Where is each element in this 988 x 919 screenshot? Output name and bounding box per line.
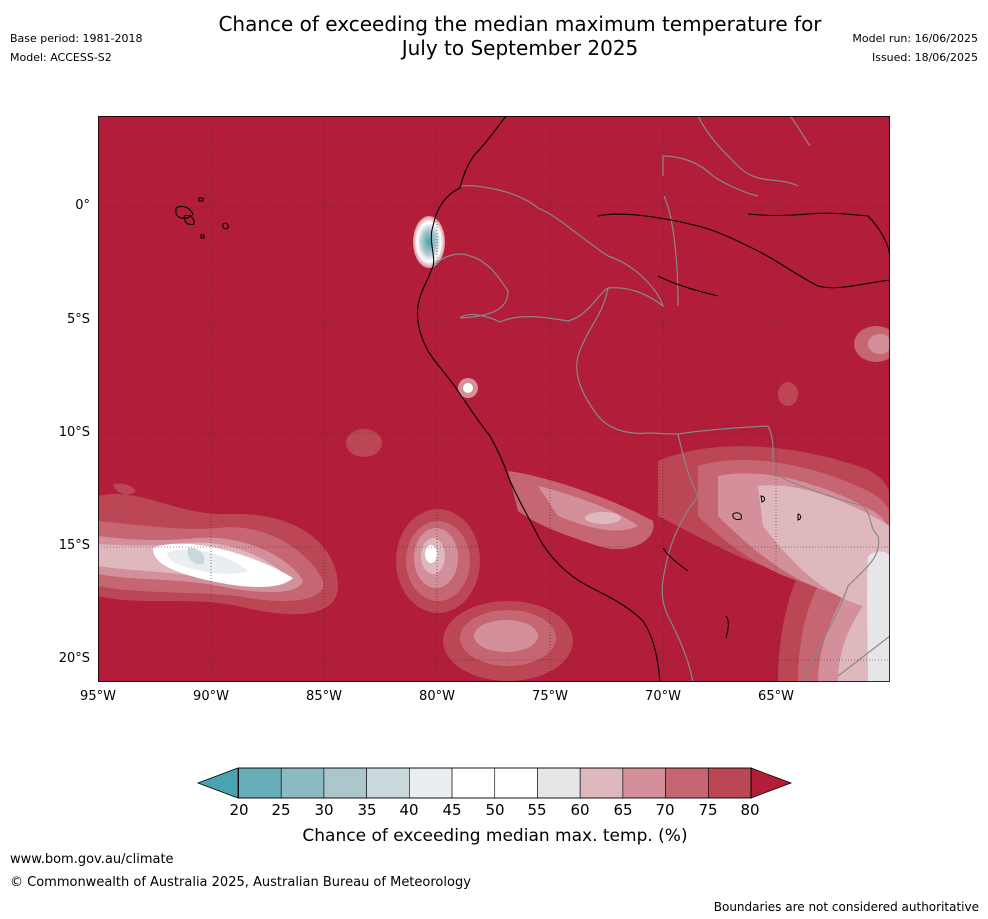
lon-label-75w: 75°W	[532, 689, 568, 704]
lon-label-65w: 65°W	[758, 689, 794, 704]
ocean-anomaly-south-3	[474, 620, 538, 652]
colorbar-segment	[323, 767, 367, 799]
lat-label-0: 0°	[75, 198, 90, 213]
map-gridlines	[98, 116, 890, 682]
base-period-text: Base period: 1981-2018	[10, 32, 143, 45]
land-anomaly-east-5	[867, 551, 890, 682]
ocean-anomaly-mid-5	[425, 545, 437, 563]
lon-label-85w: 85°W	[306, 689, 342, 704]
colorbar-segment	[537, 767, 581, 799]
lon-label-70w: 70°W	[645, 689, 681, 704]
land-anomaly-andes-3	[585, 512, 621, 524]
disclaimer-text: Boundaries are not considered authoritat…	[713, 900, 979, 914]
colorbar-segments	[238, 767, 752, 799]
colorbar-tick-25: 25	[271, 801, 291, 819]
colorbar-tick-75: 75	[698, 801, 718, 819]
colorbar-tick-60: 60	[570, 801, 590, 819]
map-title-line2: July to September 2025	[401, 36, 639, 60]
colorbar-tick-20: 20	[229, 801, 249, 819]
colorbar-label: Chance of exceeding median max. temp. (%…	[302, 826, 688, 846]
lon-label-95w: 95°W	[80, 689, 116, 704]
map-frame	[98, 116, 890, 682]
land-anomaly-east-4	[758, 485, 890, 682]
colorbar-tick-30: 30	[314, 801, 334, 819]
lon-label-90w: 90°W	[193, 689, 229, 704]
colorbar-tick-45: 45	[442, 801, 462, 819]
lat-label-15s: 15°S	[58, 538, 90, 553]
copyright-text: © Commonwealth of Australia 2025, Austra…	[10, 875, 471, 890]
ocean-anomaly-west	[98, 483, 338, 615]
colorbar-tick-70: 70	[655, 801, 675, 819]
colorbar-segment	[622, 767, 666, 799]
lat-label-20s: 20°S	[58, 651, 90, 666]
probability-map	[98, 116, 890, 682]
country-borders	[432, 116, 890, 682]
colorbar-tick-50: 50	[485, 801, 505, 819]
colorbar-tick-40: 40	[399, 801, 419, 819]
colorbar	[196, 767, 793, 799]
issued-text: Issued: 18/06/2025	[871, 51, 978, 64]
colorbar-segment	[494, 767, 538, 799]
colorbar-arrow-left	[196, 767, 239, 799]
islands-and-lakes	[175, 197, 802, 639]
colorbar-arrow-right	[750, 767, 793, 799]
lon-label-80w: 80°W	[419, 689, 455, 704]
colorbar-segment	[451, 767, 496, 799]
map-title: Chance of exceeding the median maximum t…	[150, 12, 890, 60]
model-text: Model: ACCESS-S2	[10, 51, 112, 64]
colorbar-segment	[366, 767, 410, 799]
colorbar-tick-80: 80	[740, 801, 760, 819]
map-title-line1: Chance of exceeding the median maximum t…	[218, 12, 822, 36]
colorbar-segment	[579, 767, 624, 799]
colorbar-segment	[280, 767, 325, 799]
model-run-text: Model run: 16/06/2025	[852, 32, 978, 45]
colorbar-segment	[665, 767, 709, 799]
coastal-anomaly-peru-core	[463, 383, 473, 393]
colorbar-frame	[238, 767, 752, 799]
ocean-anomaly-small-1	[346, 429, 382, 457]
website-link[interactable]: www.bom.gov.au/climate	[10, 852, 174, 867]
land-anomaly-northeast-2	[868, 334, 890, 354]
colorbar-segment	[238, 767, 282, 799]
colorbar-tick-65: 65	[613, 801, 633, 819]
colorbar-segment	[707, 767, 752, 799]
coastline	[416, 116, 890, 682]
colorbar-tick-55: 55	[527, 801, 547, 819]
land-anomaly-small-2	[778, 382, 798, 406]
lat-label-10s: 10°S	[58, 425, 90, 440]
lat-label-5s: 5°S	[66, 312, 90, 327]
colorbar-segment	[409, 767, 453, 799]
colorbar-tick-35: 35	[357, 801, 377, 819]
